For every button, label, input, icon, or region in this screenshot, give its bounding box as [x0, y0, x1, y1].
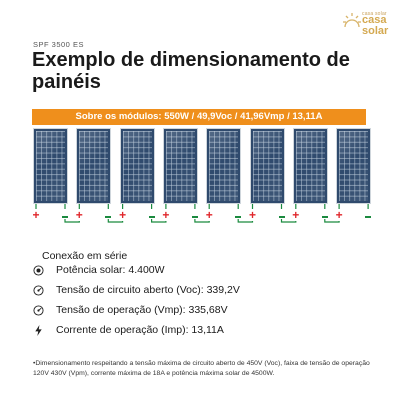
gauge-icon — [32, 304, 44, 316]
spec-vmp: Tensão de operação (Vmp): 335,68V — [32, 302, 228, 318]
solar-panel — [292, 128, 328, 204]
negative-terminal — [235, 216, 242, 218]
brand-logo: casa solar casa solar — [340, 6, 396, 46]
solar-panel — [206, 128, 242, 204]
spec-voc-text: Tensão de circuito aberto (Voc): 339,2V — [56, 284, 240, 296]
positive-terminal: + — [249, 208, 257, 222]
solar-panel — [76, 128, 112, 204]
negative-terminal — [105, 216, 112, 218]
solar-panel — [33, 128, 68, 204]
spec-voc: Tensão de circuito aberto (Voc): 339,2V — [32, 282, 240, 298]
model-label: SPF 3500 ES — [33, 40, 84, 49]
positive-terminal: + — [119, 208, 127, 222]
negative-terminal — [191, 216, 198, 218]
solar-panel — [119, 128, 155, 204]
lightning-icon — [32, 324, 44, 336]
positive-terminal: + — [32, 208, 40, 222]
negative-terminal — [278, 216, 285, 218]
spec-imp-text: Corrente de operação (Imp): 13,11A — [56, 324, 224, 336]
logo-tagline: casa solar — [362, 11, 387, 17]
positive-terminal: + — [162, 208, 170, 222]
solar-panel — [336, 128, 372, 204]
logo-casa: casa — [362, 14, 387, 26]
solar-panel — [162, 128, 198, 204]
positive-terminal: + — [205, 208, 213, 222]
solar-power-icon — [32, 264, 44, 276]
negative-terminal — [62, 216, 68, 218]
module-specs-banner: Sobre os módulos: 550W / 49,9Voc / 41,96… — [32, 109, 366, 125]
positive-terminal: + — [335, 208, 343, 222]
footnote: •Dimensionamento respeitando a tensão má… — [33, 360, 370, 377]
positive-terminal: + — [75, 208, 83, 222]
negative-terminal — [365, 216, 372, 218]
spec-imp: Corrente de operação (Imp): 13,11A — [32, 322, 224, 338]
negative-terminal — [321, 216, 328, 218]
solar-panel — [249, 128, 285, 204]
spec-power-text: Potência solar: 4.400W — [56, 264, 165, 276]
panel-array: + + + + + + + + — [0, 125, 400, 235]
spec-power: Potência solar: 4.400W — [32, 262, 165, 278]
series-wiring — [35, 204, 369, 223]
sun-logo-icon — [343, 13, 361, 28]
positive-terminal: + — [292, 208, 300, 222]
negative-terminal — [148, 216, 155, 218]
gauge-icon — [32, 284, 44, 296]
connection-type: Conexão em série — [42, 250, 128, 262]
page-title: Exemplo de dimensionamento de painéis — [32, 49, 350, 93]
spec-vmp-text: Tensão de operação (Vmp): 335,68V — [56, 304, 228, 316]
logo-solar: solar — [362, 25, 389, 37]
